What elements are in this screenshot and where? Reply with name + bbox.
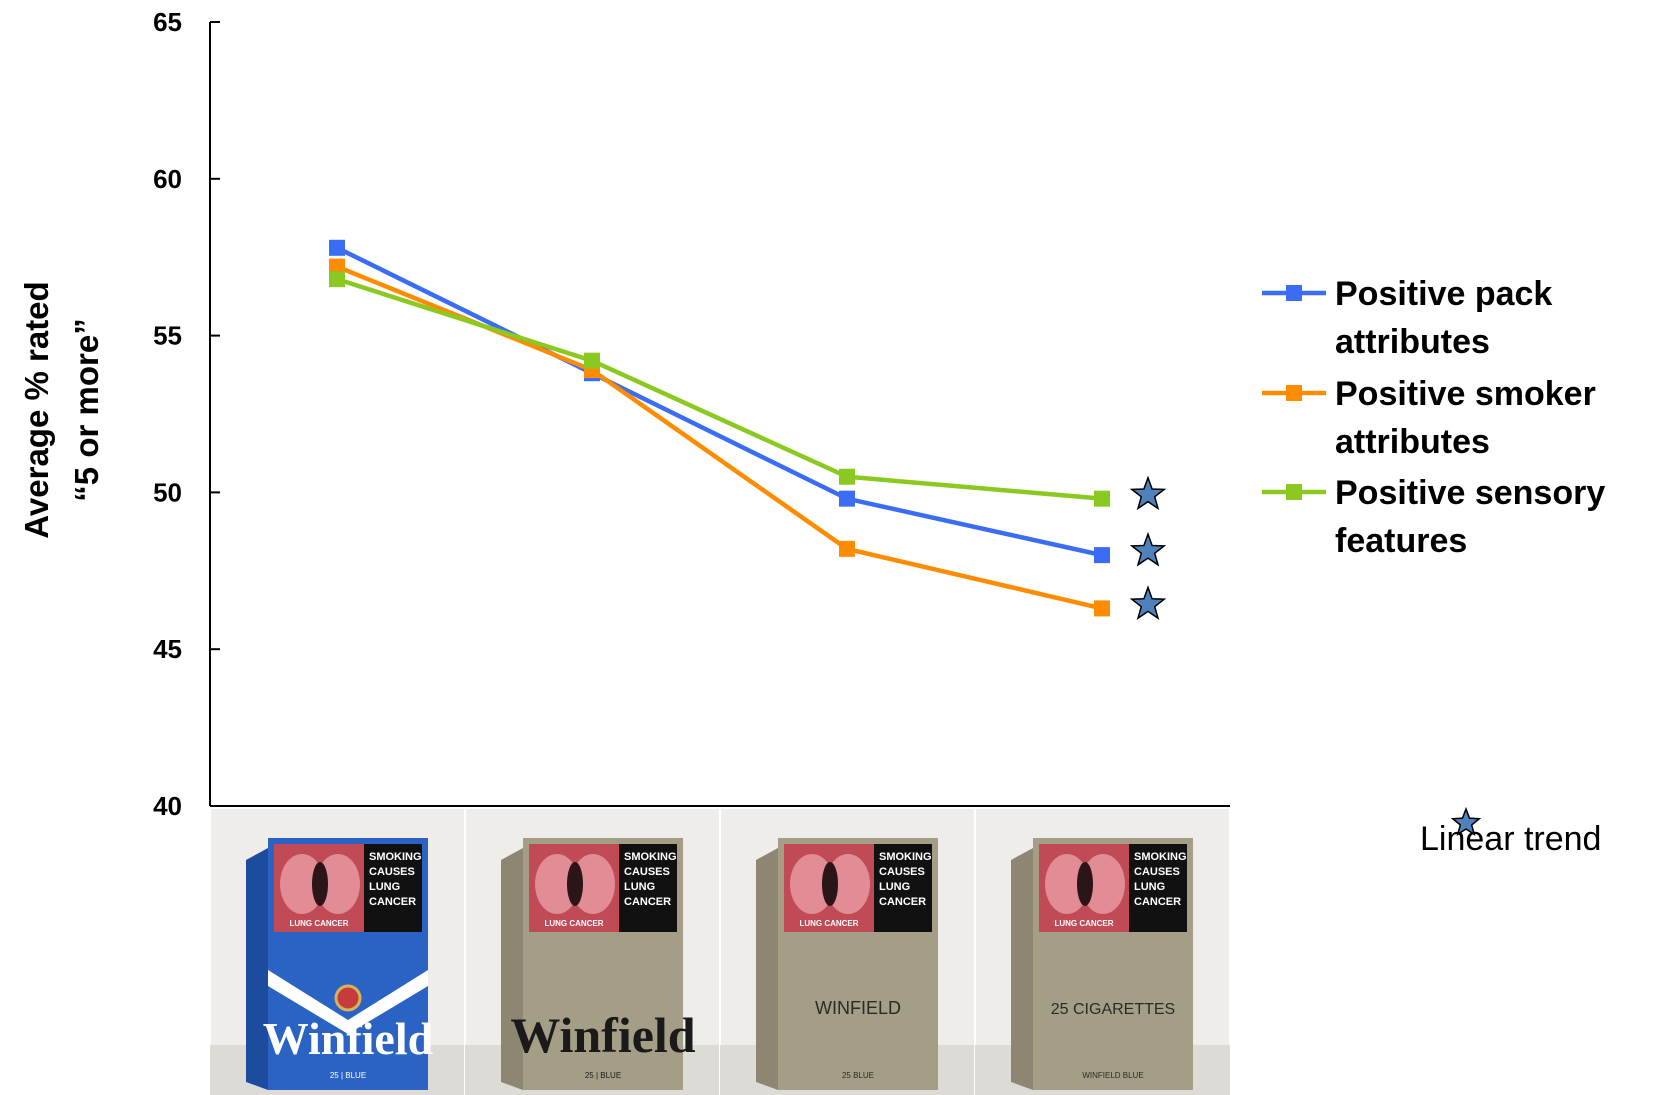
star-icon	[1450, 806, 1482, 836]
legend-label: attributes	[1335, 423, 1490, 461]
pack-warning-text: CAUSES	[624, 866, 670, 878]
lung-right-icon	[1081, 854, 1125, 914]
pack-warning-panel	[364, 844, 422, 932]
y-tick-label: 65	[153, 7, 182, 37]
legend-marker	[1286, 385, 1302, 401]
pack-warning-text: SMOKING	[624, 851, 677, 863]
y-tick-label: 40	[153, 791, 182, 821]
pack-image: LUNG CANCER SMOKING CAUSES LUNG CANCER Winfie…	[209, 807, 466, 1095]
pack-photo-caption: LUNG CANCER	[799, 919, 858, 928]
pack-sub-text: 25 | BLUE	[585, 1071, 621, 1080]
pack-sub-text: 25 | BLUE	[330, 1071, 366, 1080]
legend-label: Positive sensory	[1335, 474, 1605, 512]
series-line	[336, 277, 1103, 501]
pack-photo-caption: LUNG CANCER	[1054, 919, 1113, 928]
series-layer	[329, 239, 1110, 617]
data-point	[329, 271, 345, 288]
y-axis-label-line-1: Average % rated	[18, 281, 55, 538]
pack-brand-text: 25 CIGARETTES	[1051, 1001, 1175, 1018]
pack-warning-text: CAUSES	[369, 866, 415, 878]
pack-side	[1011, 848, 1033, 1090]
pack-side	[756, 848, 778, 1090]
lung-left-icon	[535, 854, 579, 914]
pack-warning-text: CAUSES	[1134, 866, 1180, 878]
pack-photo-caption: LUNG CANCER	[289, 919, 348, 928]
pack-sub-text: 25 BLUE	[842, 1071, 874, 1080]
data-point	[1094, 490, 1110, 507]
axes: 40 45 50 55 60 65	[153, 7, 1230, 821]
data-point	[329, 239, 345, 256]
legend-label: attributes	[1335, 323, 1490, 361]
pack-warning-panel	[619, 844, 677, 932]
pack-warning-text: LUNG	[624, 881, 655, 893]
series-line	[336, 245, 1103, 558]
pack-image: LUNG CANCER SMOKING CAUSES LUNG CANCER WINFIE…	[719, 807, 976, 1095]
pack-warning-panel	[1129, 844, 1187, 932]
lung-gap	[312, 862, 328, 906]
pack-warning-text: LUNG	[369, 881, 400, 893]
legend-label: features	[1335, 522, 1467, 560]
legend-label: Positive smoker	[1335, 375, 1596, 413]
pack-images: LUNG CANCER SMOKING CAUSES LUNG CANCER Winfie…	[209, 807, 1231, 1095]
lung-gap	[567, 862, 583, 906]
pack-brand-text: Winfield	[510, 1007, 695, 1063]
pack-warning-text: CANCER	[879, 896, 926, 908]
pack-warning-text: SMOKING	[369, 851, 422, 863]
pack-crest-icon	[334, 984, 362, 1012]
lung-right-icon	[316, 854, 360, 914]
data-point	[839, 490, 855, 507]
y-tick-label: 45	[153, 634, 182, 664]
trend-star-icon	[1129, 475, 1167, 511]
legend-marker	[1286, 484, 1302, 500]
pack-warning-text: SMOKING	[1134, 851, 1187, 863]
lung-gap	[1077, 862, 1093, 906]
pack-side	[501, 848, 523, 1090]
pack-warning-text: CANCER	[624, 896, 671, 908]
lung-left-icon	[1045, 854, 1089, 914]
pack-warning-text: CANCER	[369, 896, 416, 908]
legend: Positive pack attributes Positive smoker at…	[1262, 275, 1605, 560]
y-axis-label-line-2: “5 or more”	[68, 318, 105, 501]
pack-chevron	[268, 970, 428, 1034]
legend-label: Positive pack	[1335, 275, 1552, 313]
data-point	[329, 258, 345, 275]
data-point	[1094, 547, 1110, 564]
pack-warning-panel	[874, 844, 932, 932]
data-point	[1094, 600, 1110, 617]
data-point	[839, 468, 855, 485]
legend-marker	[1286, 285, 1302, 301]
pack-brand-text: WINFIELD	[815, 998, 901, 1018]
pack-brand-text: Winfield	[263, 1013, 434, 1064]
linear-trend-note: Linear trend	[1420, 806, 1601, 858]
lung-left-icon	[280, 854, 324, 914]
linear-trend-label: Linear trend	[1420, 820, 1601, 858]
trend-star-icon	[1129, 585, 1167, 620]
pack-image: LUNG CANCER SMOKING CAUSES LUNG CANCER 25 CIG…	[974, 807, 1231, 1095]
lung-right-icon	[571, 854, 615, 914]
pack-warning-text: CANCER	[1134, 896, 1181, 908]
lung-right-icon	[826, 854, 870, 914]
trend-star-icon	[1129, 531, 1167, 567]
pack-photo-caption: LUNG CANCER	[544, 919, 603, 928]
pack-warning-text: LUNG	[879, 881, 910, 893]
y-tick-label: 50	[153, 477, 182, 507]
y-tick-label: 55	[153, 321, 182, 351]
pack-sub-text: WINFIELD BLUE	[1082, 1071, 1143, 1080]
data-point	[584, 352, 600, 369]
trend-stars	[1129, 475, 1167, 620]
lung-gap	[822, 862, 838, 906]
data-point	[839, 540, 855, 557]
pack-warning-text: CAUSES	[879, 866, 925, 878]
pack-warning-text: LUNG	[1134, 881, 1165, 893]
y-tick-label: 60	[153, 164, 182, 194]
pack-warning-text: SMOKING	[879, 851, 932, 863]
lung-left-icon	[790, 854, 834, 914]
pack-image: LUNG CANCER SMOKING CAUSES LUNG CANCER Winfie…	[464, 807, 721, 1095]
pack-side	[246, 848, 268, 1090]
